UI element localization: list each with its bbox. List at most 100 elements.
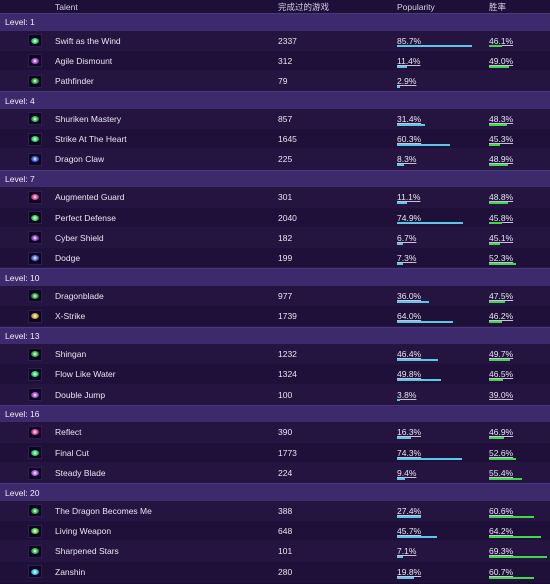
table-row[interactable]: Zanshin 280 19.8% 60.7% (0, 561, 550, 583)
purple-spark-icon (28, 54, 42, 68)
games-played: 2337 (278, 35, 297, 46)
table-row[interactable]: Dragon Claw 225 8.3% 48.9% (0, 149, 550, 170)
talent-name: Living Weapon (55, 526, 112, 537)
level-label: Level: 7 (5, 174, 35, 185)
level-header: Level: 1 (0, 13, 550, 31)
winrate-value: 39.0% (489, 389, 514, 400)
table-row[interactable]: Reflect 390 16.3% 46.9% (0, 422, 550, 443)
table-row[interactable]: Sharpened Stars 101 7.1% 69.3% (0, 541, 550, 562)
talent-name: Cyber Shield (55, 232, 104, 243)
talent-name: Pathfinder (55, 76, 94, 87)
talent-name: Augmented Guard (55, 192, 125, 203)
table-body: Level: 1 Swift as the Wind 2337 85.7% 46.1% A… (0, 13, 550, 583)
winrate-bar (489, 123, 507, 126)
green-orb-icon (28, 132, 42, 146)
games-played: 390 (278, 427, 293, 438)
table-row[interactable]: Augmented Guard 301 11.1% 48.8% (0, 187, 550, 208)
green-weapon-icon (28, 524, 42, 538)
table-row[interactable]: Living Weapon 648 45.7% 64.2% (0, 521, 550, 542)
popularity-value: 85.7% (397, 35, 422, 46)
table-row[interactable]: The Dragon Becomes Me 388 27.4% 60.6% (0, 500, 550, 522)
level-header: Level: 20 (0, 483, 550, 501)
popularity-value: 64.0% (397, 311, 422, 322)
games-column-header[interactable]: 完成过的游戏 (278, 1, 330, 12)
popularity-bar (397, 556, 404, 559)
winrate-bar (489, 457, 517, 460)
table-row[interactable]: Double Jump 100 3.8% 39.0% (0, 384, 550, 405)
level-header: Level: 13 (0, 326, 550, 345)
popularity-bar (397, 399, 401, 402)
winrate-value: 48.8% (489, 192, 514, 203)
games-played: 648 (278, 526, 293, 537)
popularity-value: 19.8% (397, 566, 422, 577)
table-row[interactable]: Strike At The Heart 1645 60.3% 45.3% (0, 129, 550, 150)
table-row[interactable]: Steady Blade 224 9.4% 55.4% (0, 463, 550, 484)
table-row[interactable]: Shingan 1232 46.4% 49.7% (0, 344, 550, 365)
winrate-value: 45.3% (489, 134, 514, 145)
talent-name: Agile Dismount (55, 55, 113, 66)
talent-name: Double Jump (55, 389, 106, 400)
green-orb-icon (28, 34, 42, 47)
popularity-bar (397, 45, 473, 48)
games-played: 2040 (278, 212, 297, 223)
winrate-value: 46.1% (489, 35, 514, 46)
table-row[interactable]: Dodge 199 7.3% 52.3% (0, 248, 550, 269)
popularity-value: 49.8% (397, 369, 422, 380)
games-played: 1739 (278, 311, 297, 322)
winrate-value: 52.3% (489, 253, 514, 264)
games-played: 312 (278, 55, 293, 66)
popularity-value: 7.1% (397, 546, 417, 557)
table-row[interactable]: Cyber Shield 182 6.7% 45.1% (0, 227, 550, 249)
level-label: Level: 10 (5, 272, 40, 283)
table-row[interactable]: Perfect Defense 2040 74.9% 45.8% (0, 207, 550, 228)
popularity-column-header[interactable]: Popularity (397, 1, 435, 12)
table-row[interactable]: Dragonblade 977 36.0% 47.5% (0, 285, 550, 307)
winrate-value: 45.1% (489, 232, 514, 243)
green-leaf-icon (28, 74, 42, 88)
popularity-value: 8.3% (397, 154, 417, 165)
table-row[interactable]: Shuriken Mastery 857 31.4% 48.3% (0, 108, 550, 130)
popularity-value: 60.3% (397, 134, 422, 145)
popularity-value: 31.4% (397, 113, 422, 124)
talent-name: X-Strike (55, 311, 86, 322)
table-row[interactable]: Final Cut 1773 74.3% 52.6% (0, 442, 550, 464)
purple-orb-icon (28, 466, 42, 480)
talent-name: Steady Blade (55, 468, 106, 479)
talent-name: Dragon Claw (55, 154, 105, 165)
winrate-bar (489, 556, 547, 559)
talent-name: Sharpened Stars (55, 546, 119, 557)
winrate-bar (489, 379, 504, 382)
green-orb-icon (28, 446, 42, 460)
popularity-value: 9.4% (397, 468, 417, 479)
games-played: 388 (278, 505, 293, 516)
green-dragon-icon (28, 504, 42, 518)
winrate-bar (489, 222, 502, 225)
popularity-bar (397, 222, 463, 225)
winrate-column-header[interactable]: 胜率 (489, 1, 507, 12)
winrate-bar (489, 576, 534, 579)
table-row[interactable]: Flow Like Water 1324 49.8% 46.5% (0, 364, 550, 385)
popularity-bar (397, 143, 451, 146)
popularity-bar (397, 164, 405, 167)
level-header: Level: 7 (0, 169, 550, 188)
popularity-bar (397, 477, 406, 480)
table-row[interactable]: Swift as the Wind 2337 85.7% 46.1% (0, 30, 550, 51)
level-label: Level: 4 (5, 95, 35, 106)
winrate-value: 55.4% (489, 468, 514, 479)
talent-name: Swift as the Wind (55, 35, 121, 46)
games-played: 280 (278, 566, 293, 577)
green-spark-icon (28, 211, 42, 225)
popularity-bar (397, 379, 441, 382)
level-header: Level: 16 (0, 404, 550, 423)
winrate-value: 52.6% (489, 447, 514, 458)
table-row[interactable]: Pathfinder 79 2.9% (0, 71, 550, 92)
table-row[interactable]: X-Strike 1739 64.0% 46.2% (0, 306, 550, 327)
winrate-value: 46.2% (489, 311, 514, 322)
popularity-bar (397, 535, 438, 538)
talent-column-header[interactable]: Talent (55, 1, 78, 12)
green-star-icon (28, 112, 42, 126)
table-row[interactable]: Agile Dismount 312 11.4% 49.0% (0, 50, 550, 72)
talent-name: Zanshin (55, 566, 86, 577)
green-orb-icon (28, 367, 42, 381)
games-played: 101 (278, 546, 293, 557)
